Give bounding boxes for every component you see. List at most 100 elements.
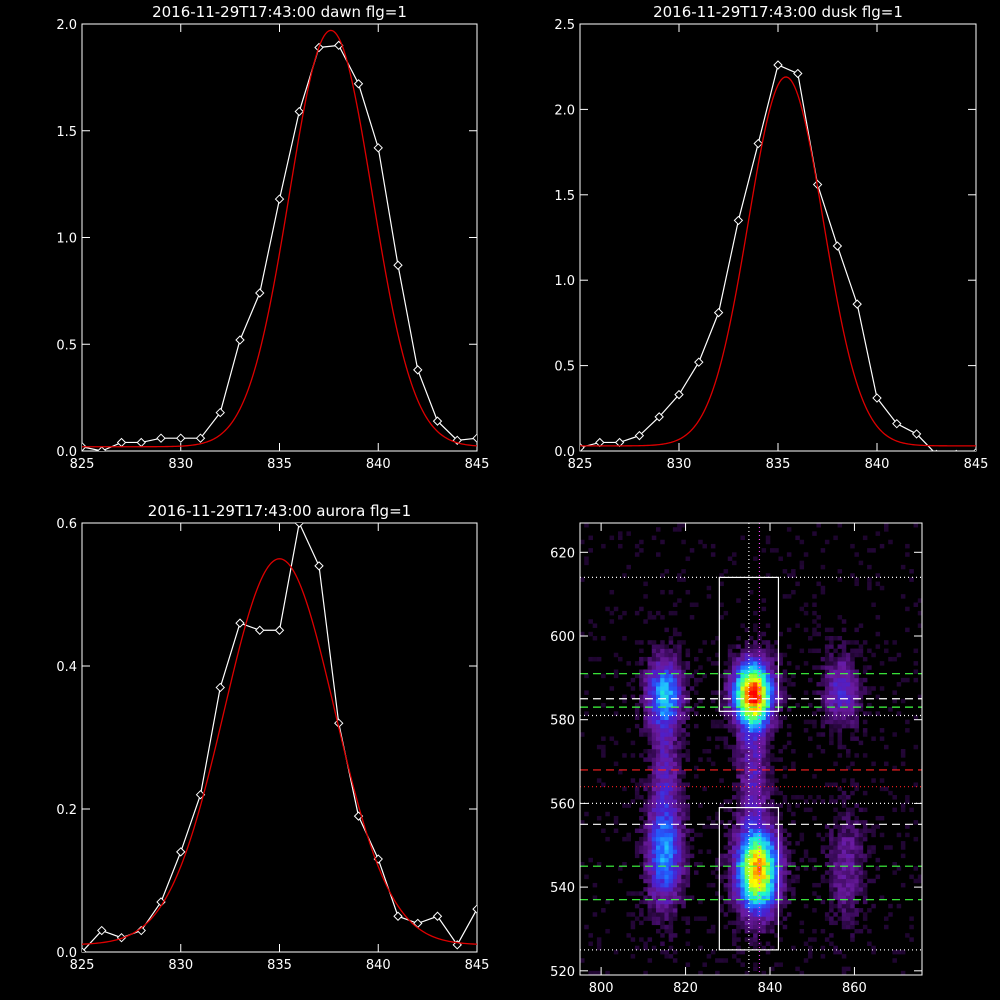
heatmap-cell (668, 845, 674, 850)
heatmap-cell (639, 677, 644, 683)
heatmap-cell (850, 933, 855, 938)
heatmap-cell (774, 836, 779, 842)
heatmap-cell (892, 795, 897, 800)
heatmap-cell (770, 765, 775, 771)
heatmap-cell (651, 908, 657, 913)
heatmap-cell (727, 690, 733, 695)
heatmap-cell (736, 652, 741, 658)
heatmap-cell (740, 899, 745, 905)
heatmap-cell (829, 690, 834, 695)
heatmap-cell (837, 744, 843, 750)
y-tick-label: 0.5 (554, 360, 575, 375)
heatmap-cell (782, 895, 788, 900)
heatmap-cell (841, 866, 847, 871)
heatmap-cell (664, 757, 669, 762)
heatmap-cell (757, 723, 762, 729)
heatmap-cell (715, 824, 720, 829)
heatmap-cell (850, 669, 855, 674)
heatmap-cell (765, 694, 771, 700)
heatmap-cell (668, 702, 674, 708)
heatmap-cell (668, 933, 674, 938)
heatmap-cell (736, 928, 741, 934)
heatmap-cell (786, 878, 792, 884)
heatmap-cell (854, 719, 859, 725)
data-point-marker (353, 79, 364, 89)
heatmap-cell (841, 778, 847, 783)
heatmap-cell (685, 682, 691, 687)
heatmap-cell (681, 744, 686, 750)
heatmap-cell (681, 715, 686, 721)
heatmap-cell (765, 719, 771, 725)
heatmap-cell (685, 698, 691, 704)
heatmap-cell (753, 820, 758, 825)
heatmap-cell (862, 895, 868, 900)
heatmap-cell (732, 644, 737, 649)
heatmap-cell (778, 870, 783, 875)
heatmap-cell (656, 882, 661, 888)
y-tick-label: 600 (550, 630, 575, 645)
heatmap-cell (672, 677, 678, 683)
heatmap-cell (727, 644, 733, 649)
heatmap-cell (782, 862, 788, 867)
heatmap-cell (723, 661, 729, 666)
heatmap-cell (605, 928, 610, 934)
heatmap-cell (778, 723, 783, 729)
heatmap-cell (833, 698, 838, 704)
heatmap-cell (668, 698, 674, 704)
heatmap-cell (829, 723, 834, 729)
heatmap-cell (664, 853, 669, 859)
heatmap-cell (753, 673, 758, 679)
heatmap-cell (584, 711, 589, 716)
heatmap-cell (778, 857, 783, 863)
heatmap-cell (854, 874, 859, 880)
heatmap-cell (664, 665, 669, 670)
heatmap-cell (656, 862, 661, 867)
heatmap-cell (799, 970, 805, 975)
heatmap-cell (900, 749, 906, 754)
heatmap-cell (761, 799, 767, 804)
heatmap-cell (651, 895, 657, 900)
heatmap-cell (668, 803, 674, 808)
heatmap-cell (761, 849, 767, 854)
heatmap-cell (660, 723, 665, 729)
heatmap-cell (782, 795, 788, 800)
heatmap-cell (761, 656, 767, 662)
heatmap-cell (905, 606, 910, 612)
heatmap-cell (685, 711, 691, 716)
heatmap-cell (672, 669, 678, 674)
heatmap-cell (740, 673, 745, 679)
heatmap-cell (723, 723, 729, 729)
heatmap-cell (736, 644, 741, 649)
heatmap-cell (677, 698, 682, 704)
heatmap-cell (677, 652, 682, 658)
heatmap-cell (727, 807, 733, 813)
heatmap-cell (681, 866, 686, 871)
heatmap-cell (736, 736, 741, 741)
heatmap-cell (727, 832, 733, 838)
heatmap-cell (656, 715, 661, 721)
heatmap-cell (820, 702, 826, 708)
heatmap-cell (660, 786, 665, 792)
heatmap-cell (770, 891, 775, 896)
heatmap-cell (668, 878, 674, 884)
heatmap-cell (668, 686, 674, 691)
heatmap-cell (744, 728, 750, 733)
heatmap-cell (850, 916, 855, 921)
heatmap-cell (668, 912, 674, 917)
heatmap-cell (605, 811, 610, 817)
heatmap-cell (727, 853, 733, 859)
heatmap-cell (841, 836, 847, 842)
heatmap-cell (761, 924, 767, 930)
heatmap-cell (829, 841, 834, 846)
heatmap-cell (829, 870, 834, 875)
heatmap-cell (660, 887, 665, 892)
heatmap-cell (647, 824, 653, 829)
heatmap-cell (630, 924, 636, 930)
heatmap-cell (681, 874, 686, 880)
heatmap-cell (917, 694, 922, 700)
heatmap-cell (668, 661, 674, 666)
heatmap-cell (740, 694, 745, 700)
heatmap-cell (685, 920, 691, 926)
heatmap-cell (778, 631, 783, 637)
heatmap-cell (677, 661, 682, 666)
